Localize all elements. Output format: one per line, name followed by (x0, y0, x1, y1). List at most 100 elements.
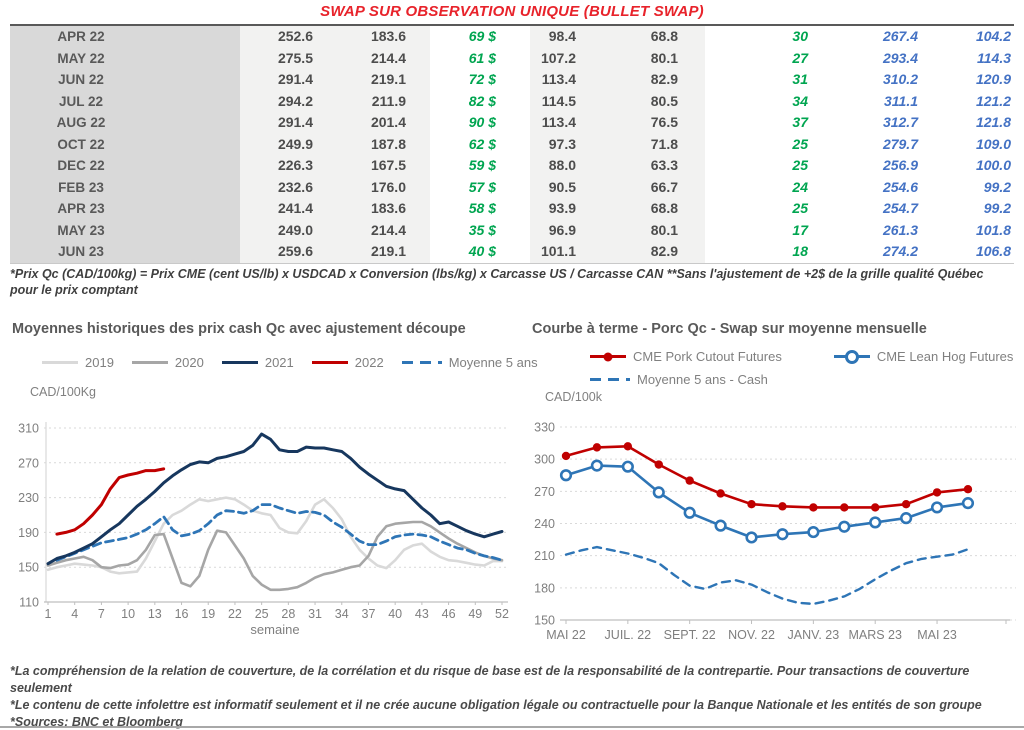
svg-text:25: 25 (255, 607, 269, 621)
dashed-line-swatch-icon (401, 360, 442, 365)
svg-text:7: 7 (98, 607, 105, 621)
value-cell: 76.5 (610, 112, 705, 134)
value-cell: 59 $ (468, 157, 496, 173)
svg-text:16: 16 (175, 607, 189, 621)
legend-item-lean-hog: CME Lean Hog Futures (833, 349, 1014, 364)
value-cell: 114.5 (530, 90, 610, 112)
svg-text:52: 52 (495, 607, 509, 621)
value-cell: 256.9 (882, 157, 918, 173)
table-row: APR 22 252.6 183.6 69 $ 98.4 68.8 30 267.4 104.2 (10, 26, 1014, 48)
svg-text:310: 310 (18, 422, 39, 436)
forward-curve-legend-row2: Moyenne 5 ans - Cash (590, 372, 768, 387)
svg-text:330: 330 (534, 421, 555, 435)
legend-item-2021: 2021 (221, 355, 294, 370)
legend-item-moyenne-5-ans: Moyenne 5 ans (401, 355, 538, 370)
historical-prices-chart: 110 150 190 230 270 310 1 4 7 10 13 16 19 22 25 28 31 34 3… (18, 422, 509, 638)
svg-text:180: 180 (534, 581, 555, 595)
svg-text:1: 1 (45, 607, 52, 621)
value-cell: 109.0 (975, 135, 1011, 152)
value-cell: 25 (792, 135, 808, 152)
value-cell: 120.9 (975, 71, 1011, 87)
value-cell: 114.3 (977, 49, 1011, 66)
svg-text:semaine: semaine (250, 622, 299, 637)
month-cell: JUN 22 (10, 69, 240, 91)
month-cell: DEC 22 (10, 155, 240, 177)
red-marker-line-swatch-icon (590, 352, 626, 361)
value-cell: 80.1 (610, 219, 705, 241)
legend-label: 2021 (264, 355, 294, 370)
value-cell: 113.4 (530, 112, 610, 134)
value-cell: 57 $ (468, 178, 496, 195)
value-cell: 27 (792, 49, 808, 66)
legend-item-2019: 2019 (42, 355, 114, 370)
legend-label: 2020 (174, 355, 204, 370)
value-cell: 107.2 (530, 47, 610, 69)
month-cell: AUG 22 (10, 112, 240, 134)
svg-text:JUIL. 22: JUIL. 22 (605, 628, 652, 642)
value-cell: 252.6 (240, 26, 335, 48)
value-cell: 61 $ (468, 49, 496, 66)
month-cell: JUL 22 (10, 90, 240, 112)
forward-curve-legend-row1: CME Pork Cutout Futures CME Lean Hog Fut… (590, 349, 1013, 364)
month-cell: APR 23 (10, 198, 240, 220)
value-cell: 35 $ (468, 221, 496, 238)
svg-text:34: 34 (335, 607, 349, 621)
value-cell: 101.1 (530, 241, 610, 263)
value-cell: 293.4 (882, 49, 918, 66)
month-cell: JUN 23 (10, 241, 240, 263)
value-cell: 37 (792, 114, 808, 130)
dashed-line-swatch-icon (590, 377, 630, 382)
table-row: MAY 22 275.5 214.4 61 $ 107.2 80.1 27 293.4 114.… (10, 47, 1014, 69)
value-cell: 18 (792, 243, 808, 259)
svg-text:MAI 23: MAI 23 (917, 628, 957, 642)
value-cell: 40 $ (468, 243, 496, 259)
month-cell: APR 22 (10, 26, 240, 48)
value-cell: 30 (792, 28, 808, 44)
svg-text:270: 270 (534, 485, 555, 499)
value-cell: 294.2 (240, 90, 335, 112)
value-cell: 71.8 (610, 133, 705, 155)
value-cell: 167.5 (335, 155, 430, 177)
value-cell: 68.8 (610, 198, 705, 220)
month-cell: MAY 23 (10, 219, 240, 241)
svg-text:22: 22 (228, 607, 242, 621)
value-cell: 96.9 (530, 219, 610, 241)
svg-text:19: 19 (201, 607, 215, 621)
value-cell: 183.6 (335, 198, 430, 220)
legend-label: CME Lean Hog Futures (876, 349, 1014, 364)
footnote-line: *Sources: BNC et Bloomberg (10, 715, 183, 729)
page-bottom-divider (0, 726, 1024, 728)
filled-dot-icon (603, 352, 613, 361)
value-cell: 90 $ (468, 114, 496, 130)
table-row: OCT 22 249.9 187.8 62 $ 97.3 71.8 25 279.7 109.0 (10, 133, 1014, 155)
value-cell: 106.8 (975, 243, 1011, 259)
footnote-line: *Le contenu de cette infolettre est info… (10, 698, 982, 712)
line-swatch-2022-icon (311, 361, 348, 364)
value-cell: 274.2 (882, 243, 918, 259)
value-cell: 97.3 (530, 133, 610, 155)
value-cell: 62 $ (468, 135, 496, 152)
svg-text:300: 300 (534, 453, 555, 467)
value-cell: 99.2 (983, 178, 1011, 195)
value-cell: 183.6 (335, 26, 430, 48)
line-swatch-2020-icon (131, 361, 168, 364)
value-cell: 254.6 (882, 178, 918, 195)
value-cell: 25 (792, 200, 808, 216)
svg-text:28: 28 (281, 607, 295, 621)
svg-text:43: 43 (415, 607, 429, 621)
svg-text:40: 40 (388, 607, 402, 621)
svg-text:10: 10 (121, 607, 135, 621)
value-cell: 291.4 (240, 69, 335, 91)
svg-text:37: 37 (362, 607, 376, 621)
value-cell: 93.9 (530, 198, 610, 220)
value-cell: 267.4 (882, 28, 918, 44)
value-cell: 214.4 (335, 219, 430, 241)
value-cell: 279.7 (882, 135, 918, 152)
table-row: AUG 22 291.4 201.4 90 $ 113.4 76.5 37 312.7 121.… (10, 112, 1014, 134)
month-cell: OCT 22 (10, 133, 240, 155)
value-cell: 211.9 (335, 90, 430, 112)
table-row: FEB 23 232.6 176.0 57 $ 90.5 66.7 24 254.6 99.2 (10, 176, 1014, 198)
line-swatch-2019-icon (42, 361, 78, 364)
legend-item-2020: 2020 (131, 355, 204, 370)
value-cell: 101.8 (975, 221, 1011, 238)
